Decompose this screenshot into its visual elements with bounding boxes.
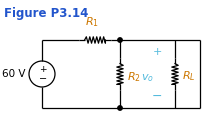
Text: Figure P3.14: Figure P3.14: [4, 7, 88, 20]
Circle shape: [118, 106, 122, 110]
Text: −: −: [152, 90, 162, 103]
Text: 60 V: 60 V: [3, 69, 26, 79]
Text: +: +: [39, 66, 47, 75]
Text: $R_2$: $R_2$: [127, 70, 141, 84]
Text: $v_o$: $v_o$: [141, 72, 154, 84]
Text: +: +: [152, 47, 162, 57]
Text: $R_1$: $R_1$: [85, 15, 99, 29]
Circle shape: [118, 38, 122, 42]
Text: $R_L$: $R_L$: [182, 69, 196, 83]
Text: −: −: [39, 74, 47, 84]
